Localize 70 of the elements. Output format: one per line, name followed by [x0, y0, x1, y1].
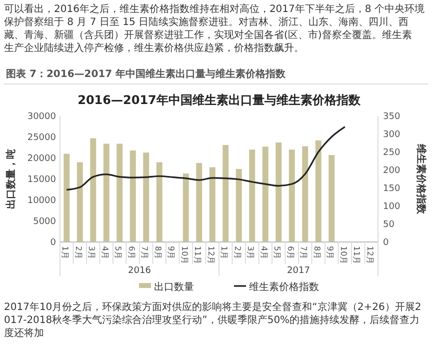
- text: 2017: [287, 266, 310, 276]
- chart-subtitle: 图表 7：2016—2017 年中国维生素出口量与维生素价格指数: [6, 68, 287, 80]
- x-tick-label: 8月: [153, 246, 162, 260]
- x-tick-label: 3月: [246, 246, 256, 260]
- y-tick-label: 10000: [27, 196, 56, 206]
- x-tick-label: 2月: [232, 246, 242, 260]
- x-tick-label: 4月: [100, 246, 110, 260]
- y-tick-label: 0: [50, 238, 56, 248]
- y2-tick-label: 150: [383, 184, 400, 194]
- y2-tick-label: 250: [383, 148, 400, 158]
- chart-title: 2016—2017年中国维生素出口量与维生素价格指数: [78, 93, 362, 107]
- bar: [236, 168, 242, 242]
- x-tick-label: 9月: [166, 246, 176, 260]
- bar: [116, 144, 123, 242]
- y-tick-label: 20000: [27, 154, 56, 164]
- bar: [262, 146, 268, 242]
- text: 2016: [128, 266, 152, 276]
- x-tick-label: 11月: [352, 246, 362, 264]
- bar: [249, 150, 256, 242]
- x-tick-label: 12月: [206, 246, 216, 264]
- bar: [315, 140, 322, 242]
- x-tick-label: 10月: [338, 246, 348, 264]
- x-tick-label: 5月: [272, 246, 282, 260]
- legend-label: 维生素价格指数: [249, 281, 319, 293]
- text: 2017年10月份之后，环保政策方面对供应的影响将主要是安全督查和“京津冀（2+26）开展2017-2018秋冬季大气污染综合治理攻坚行动”，供暖季限产50%的措施持续发酵，后续督查力度还将加: [4, 301, 422, 339]
- bar: [143, 152, 150, 242]
- bar: [196, 163, 202, 242]
- y2-tick-label: 350: [383, 112, 400, 122]
- bar: [302, 146, 308, 242]
- y-tick-label: 15000: [27, 175, 56, 185]
- x-tick-label: 4月: [259, 246, 268, 260]
- x-tick-label: 10月: [180, 246, 189, 264]
- bar: [276, 142, 282, 242]
- bar: [90, 138, 96, 242]
- bar: [209, 167, 216, 242]
- y2-tick-label: 300: [383, 130, 400, 140]
- x-tick-label: 8月: [312, 246, 322, 260]
- text: 可以看出，2016年之后，维生素价格指数维持在相对高位，2017年下半年之后，8 个中央环境保护督察组于 8 月 7 日至 15 日陆续实施督察进驻。对吉林、浙江、山东、海南、四川、西藏、青海、新疆（含兵团）开展督察进驻工作，实现对全国各省(区、市)督察全覆盖。维生素生产企业陆续进入停产检修，维生素价格供应趋紧，价格指数飙升。: [4, 3, 424, 54]
- x-tick-label: 6月: [286, 246, 295, 260]
- x-tick-label: 2月: [74, 246, 83, 260]
- bar: [103, 144, 110, 242]
- x-tick-label: 12月: [365, 246, 374, 264]
- x-tick-label: 3月: [87, 246, 96, 260]
- y2-tick-label: 200: [383, 166, 400, 176]
- bar: [222, 144, 229, 242]
- y2-tick-label: 50: [383, 220, 395, 230]
- y2-tick-label: 100: [383, 202, 400, 212]
- x-tick-label: 5月: [114, 246, 123, 260]
- bar: [76, 162, 83, 242]
- y-tick-label: 30000: [27, 112, 56, 122]
- x-tick-label: 6月: [126, 246, 136, 260]
- x-tick-label: 1月: [60, 246, 70, 260]
- x-tick-label: 11月: [193, 246, 202, 264]
- bar: [182, 174, 189, 242]
- y2-tick-label: 0: [383, 238, 389, 248]
- x-tick-label: 1月: [220, 246, 229, 260]
- bar: [130, 150, 136, 242]
- y-axis-title: 出口数量，吨: [5, 149, 17, 209]
- bar: [156, 162, 162, 242]
- y2-axis-title: 维生素价格指数: [415, 143, 427, 215]
- x-tick-label: 7月: [299, 246, 308, 260]
- bar: [64, 154, 70, 242]
- x-tick-label: 9月: [326, 246, 335, 260]
- legend-label: 出口数量: [154, 281, 194, 293]
- line-series: [66, 126, 346, 191]
- y-tick-label: 5000: [33, 217, 56, 227]
- y-tick-label: 25000: [27, 133, 56, 143]
- bar: [328, 155, 335, 242]
- x-tick-label: 7月: [140, 246, 150, 260]
- bar: [288, 150, 295, 242]
